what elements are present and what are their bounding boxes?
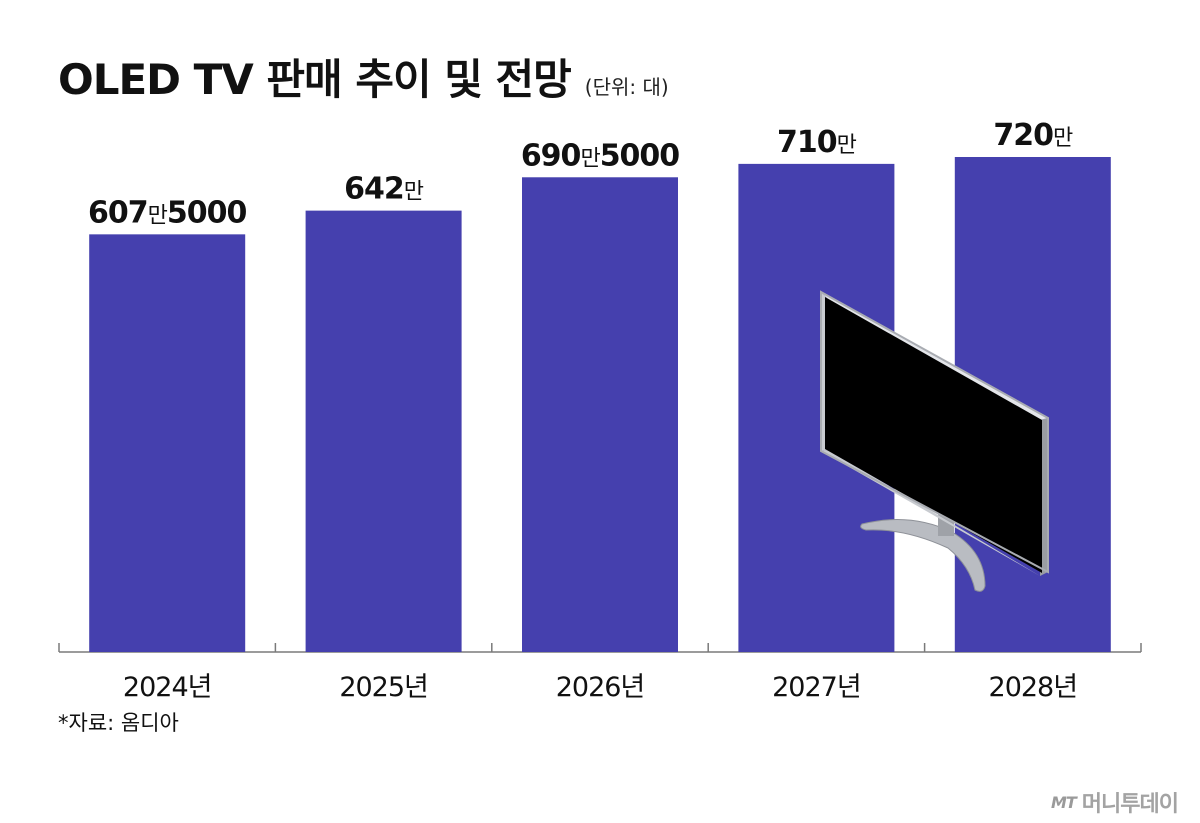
- x-tick-label-1: 2025년: [339, 672, 428, 703]
- data-label-3: 710만: [777, 125, 857, 160]
- x-tick-label-2: 2026년: [556, 672, 645, 703]
- data-label-2: 690만5000: [521, 138, 679, 173]
- x-tick-label-3: 2027년: [772, 672, 861, 703]
- source-note: *자료: 옴디아: [58, 711, 179, 735]
- data-label-0: 607만5000: [88, 195, 246, 230]
- title-row: OLED TV 판매 추이 및 전망 (단위: 대): [58, 46, 669, 107]
- x-tick-label-4: 2028년: [989, 672, 1078, 703]
- tv-illustration-icon: [820, 290, 1049, 592]
- chart-title: OLED TV 판매 추이 및 전망: [58, 55, 572, 104]
- bar-1: [305, 210, 462, 652]
- mt-logo-icon: MT: [1050, 792, 1077, 812]
- brand-mark: MT 머니투데이: [1050, 786, 1179, 818]
- x-tick-label-0: 2024년: [123, 672, 212, 703]
- bar-0: [89, 234, 246, 652]
- data-label-4: 720만: [993, 118, 1073, 153]
- brand-name: 머니투데이: [1081, 792, 1179, 817]
- bar-2: [522, 177, 678, 652]
- data-label-1: 642만: [344, 172, 424, 207]
- unit-label: (단위: 대): [584, 75, 669, 99]
